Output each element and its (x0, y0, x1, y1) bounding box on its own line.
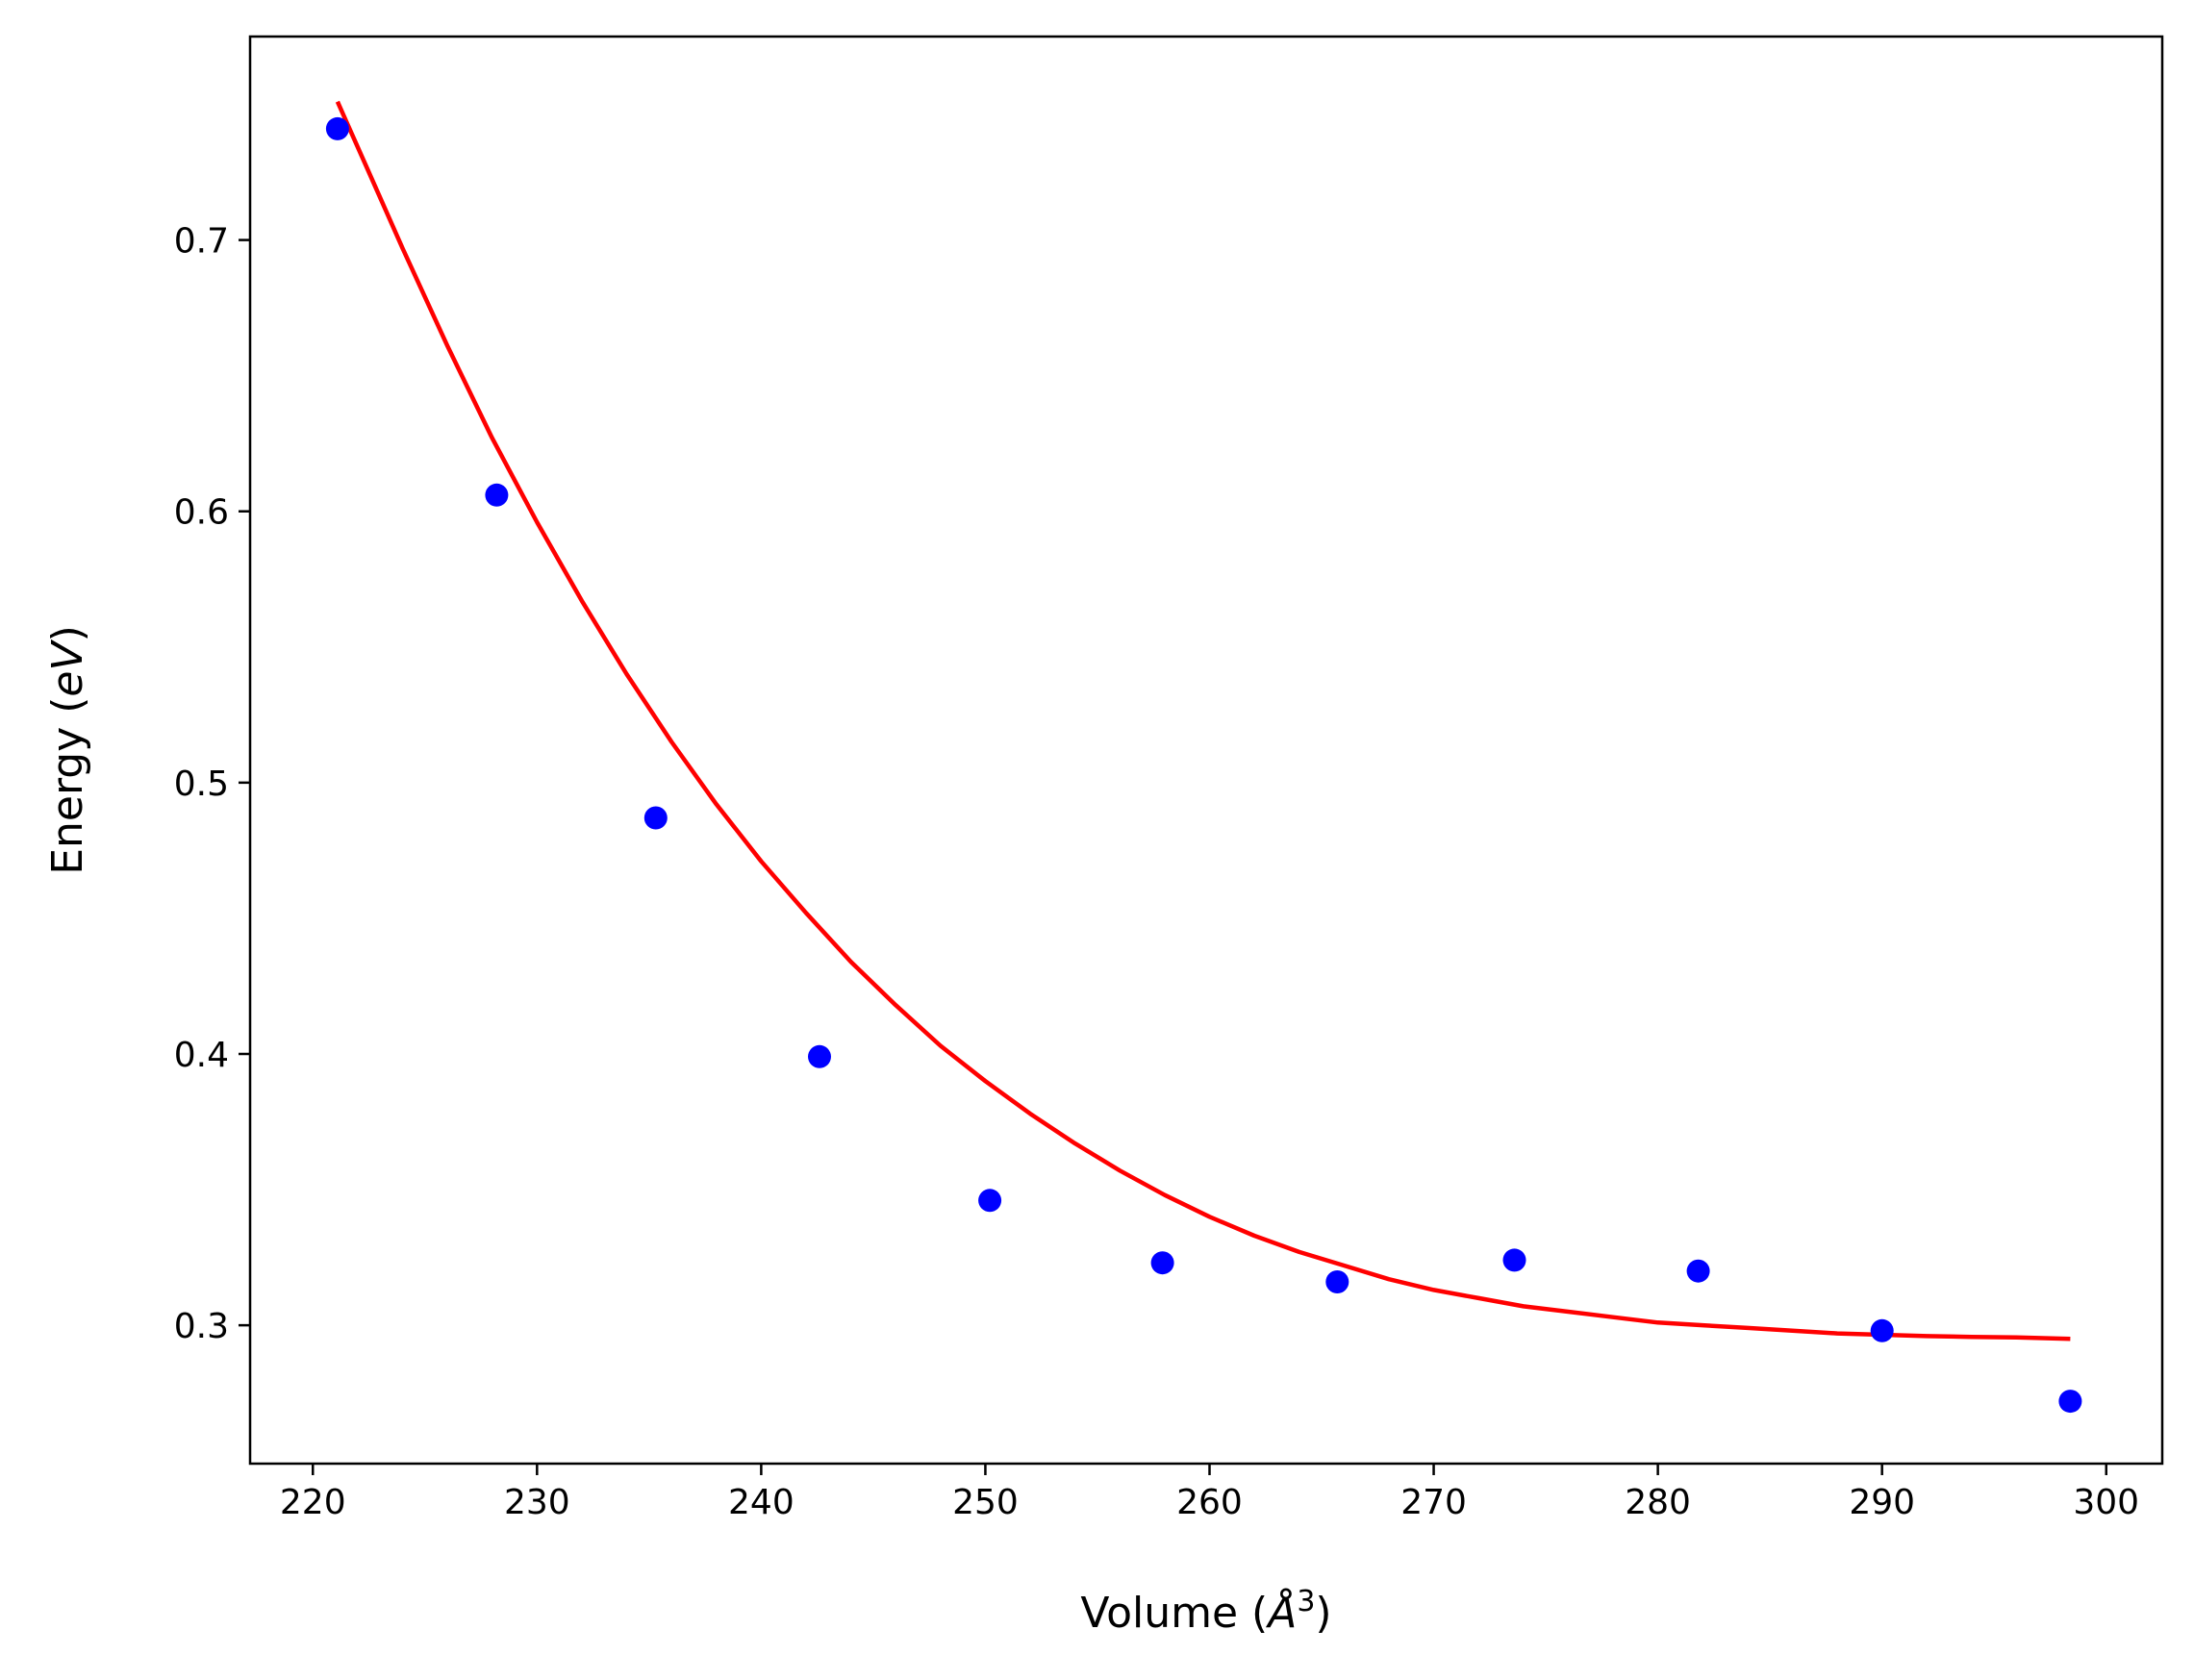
x-axis: 220 230 240 250 260 270 280 290 300 (280, 1464, 2139, 1522)
plot-area (325, 100, 2082, 1414)
x-tick-label: 300 (2073, 1483, 2139, 1522)
y-tick-label: 0.4 (174, 1036, 229, 1075)
x-tick-label: 270 (1400, 1483, 1467, 1522)
data-point (485, 483, 509, 507)
data-point (325, 116, 349, 140)
y-tick-label: 0.7 (174, 222, 229, 262)
x-tick-label: 230 (504, 1483, 570, 1522)
axes-frame (248, 35, 2164, 1466)
data-point (1150, 1251, 1174, 1275)
x-tick-label: 260 (1176, 1483, 1243, 1522)
x-tick-label: 280 (1625, 1483, 1691, 1522)
y-axis: 0.3 0.4 0.5 0.6 0.7 (174, 222, 250, 1346)
data-point (808, 1044, 831, 1068)
x-tick-label: 250 (952, 1483, 1019, 1522)
y-tick-label: 0.6 (174, 493, 229, 533)
x-tick-label: 240 (728, 1483, 794, 1522)
x-tick-label: 290 (1849, 1483, 1915, 1522)
data-point (2058, 1390, 2082, 1414)
data-point (1870, 1318, 1894, 1342)
y-axis-label: Energy (eV) (43, 625, 92, 875)
data-point (643, 806, 668, 830)
y-tick-label: 0.3 (174, 1307, 229, 1346)
x-tick-label: 220 (280, 1483, 346, 1522)
data-point (1686, 1259, 1710, 1283)
data-point (1325, 1270, 1349, 1293)
data-point (978, 1189, 1002, 1213)
y-tick-label: 0.5 (174, 765, 229, 804)
x-axis-label: Volume (Å3) (1080, 1585, 1331, 1639)
fit-curve (335, 100, 2071, 1341)
data-point (1502, 1248, 1526, 1272)
